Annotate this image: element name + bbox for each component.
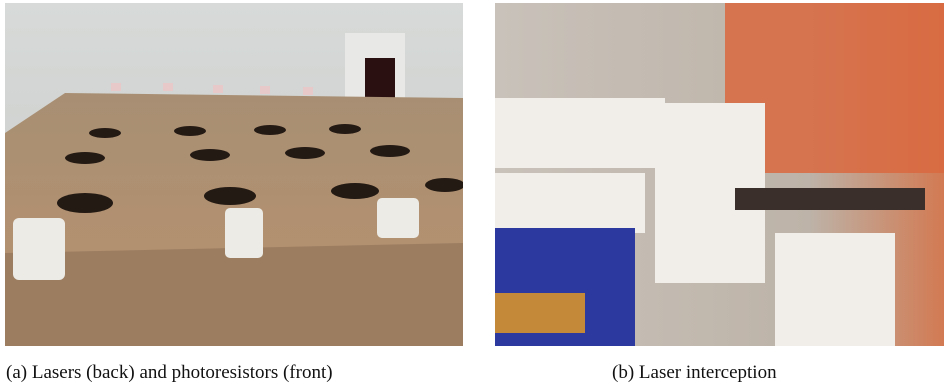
photo-laser-interception	[495, 3, 944, 346]
display	[365, 58, 395, 98]
photo-lasers-photoresistors	[5, 3, 463, 346]
page: (a) Lasers (back) and photoresistors (fr…	[0, 0, 946, 390]
board-lower	[5, 243, 463, 346]
laser-beam-holder	[735, 188, 925, 210]
caption: (a) Lasers (back) and photoresistors (fr…	[6, 362, 333, 384]
figure: (a) Lasers (back) and photoresistors (fr…	[0, 0, 946, 390]
caption: (b) Laser interception	[612, 362, 777, 384]
servo-label	[495, 293, 585, 333]
